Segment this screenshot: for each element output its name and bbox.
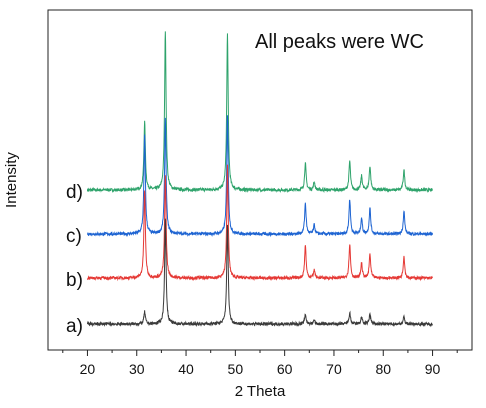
x-tick-label: 30 <box>129 361 145 377</box>
series-line <box>86 164 433 282</box>
series-label: d) <box>66 182 83 203</box>
x-axis-title: 2 Theta <box>235 383 286 400</box>
series-lines <box>86 31 434 328</box>
x-tick-label: 20 <box>80 361 96 377</box>
series-label: c) <box>66 226 82 247</box>
series-line <box>86 218 433 328</box>
x-tick-label: 80 <box>375 361 391 377</box>
plot-frame <box>47 9 473 351</box>
y-axis-title: Intensity <box>3 152 20 208</box>
peak-annotation: All peaks were WC <box>255 31 424 53</box>
x-tick-label: 60 <box>277 361 293 377</box>
x-axis-ticks: 20 30 40 50 60 70 80 90 <box>62 350 458 377</box>
series-line <box>86 115 434 238</box>
series-label: b) <box>66 270 83 291</box>
series-labels: d) c) b) a) <box>66 182 83 337</box>
series-label: a) <box>66 316 83 337</box>
x-tick-label: 50 <box>228 361 244 377</box>
x-tick-label: 40 <box>178 361 194 377</box>
x-tick-label: 70 <box>326 361 342 377</box>
x-tick-label: 90 <box>425 361 441 377</box>
series-line <box>86 31 433 194</box>
